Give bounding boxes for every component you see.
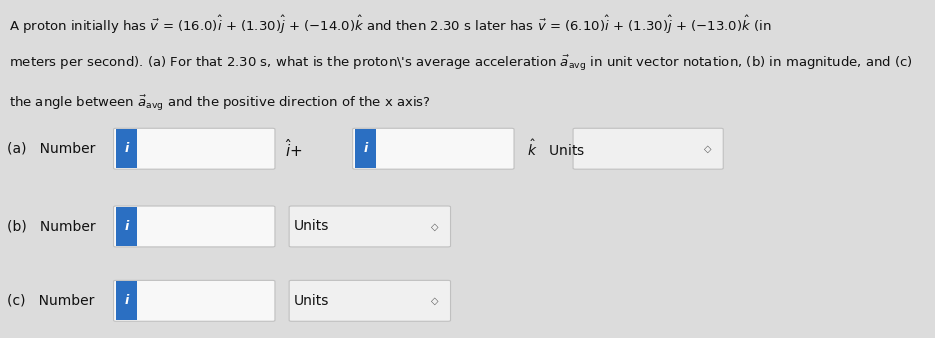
- Text: ◇: ◇: [704, 144, 712, 154]
- FancyBboxPatch shape: [352, 128, 514, 169]
- Bar: [116, 207, 137, 246]
- Text: meters per second). (a) For that 2.30 s, what is the proton\'s average accelerat: meters per second). (a) For that 2.30 s,…: [9, 53, 913, 73]
- FancyBboxPatch shape: [113, 281, 275, 321]
- FancyBboxPatch shape: [289, 206, 451, 247]
- FancyBboxPatch shape: [573, 128, 724, 169]
- Bar: [116, 129, 137, 168]
- Text: Units: Units: [294, 219, 329, 234]
- Bar: [355, 129, 376, 168]
- Text: $\hat{i}$+: $\hat{i}$+: [285, 138, 302, 160]
- Text: (c)   Number: (c) Number: [7, 294, 94, 308]
- FancyBboxPatch shape: [113, 206, 275, 247]
- Text: $\hat{k}$   Units: $\hat{k}$ Units: [527, 139, 585, 159]
- Text: A proton initially has $\vec{v}$ = $\left(16.0\right)\hat{i}$ + $\left(1.30\righ: A proton initially has $\vec{v}$ = $\lef…: [9, 14, 771, 36]
- Text: ◇: ◇: [431, 296, 439, 306]
- Text: the angle between $\vec{a}_{\mathrm{avg}}$ and the positive direction of the x a: the angle between $\vec{a}_{\mathrm{avg}…: [9, 93, 431, 113]
- Text: Units: Units: [294, 294, 329, 308]
- Text: i: i: [124, 294, 128, 307]
- Text: i: i: [363, 142, 367, 155]
- Text: (a)   Number: (a) Number: [7, 142, 96, 156]
- FancyBboxPatch shape: [289, 281, 451, 321]
- Text: (b)   Number: (b) Number: [7, 219, 96, 234]
- FancyBboxPatch shape: [113, 128, 275, 169]
- Text: i: i: [124, 220, 128, 233]
- Text: ◇: ◇: [431, 221, 439, 232]
- Text: i: i: [124, 142, 128, 155]
- Bar: [116, 281, 137, 320]
